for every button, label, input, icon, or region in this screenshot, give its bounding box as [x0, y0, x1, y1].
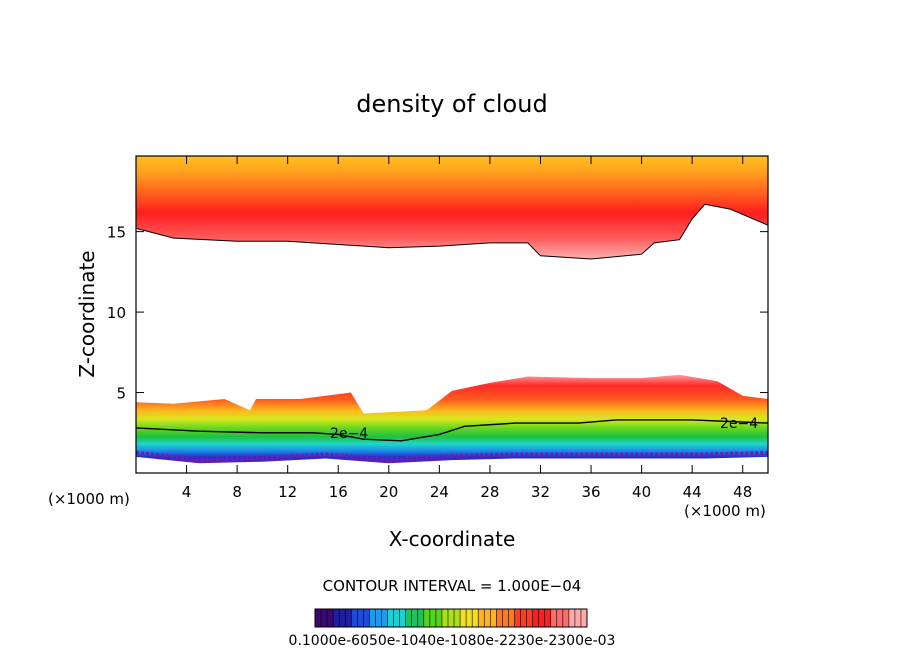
colorbar-segment	[417, 609, 425, 627]
colorbar-segment	[339, 609, 346, 627]
colorbar-segment	[556, 609, 564, 627]
x-tick-label: 32	[531, 483, 550, 501]
colorbar-segment	[381, 609, 388, 627]
colorbar-segment	[454, 609, 461, 627]
lower-cloud-layer	[136, 374, 768, 464]
colorbar-segment	[399, 609, 406, 627]
colorbar-segment	[580, 609, 588, 627]
contour-2e-4	[136, 419, 768, 442]
colorbar-segment	[393, 609, 400, 627]
colorbar-segment	[375, 609, 382, 627]
chart-title: density of cloud	[356, 90, 547, 118]
contour-label-2: 2e−4	[720, 416, 758, 432]
colorbar-segment	[357, 609, 364, 627]
colorbar-segment	[315, 609, 322, 627]
contour-interval: CONTOUR INTERVAL = 1.000E−04	[323, 577, 582, 595]
colorbar-segment	[411, 609, 419, 627]
colorbar-segment	[363, 609, 370, 627]
colorbar-segment	[435, 609, 443, 627]
colorbar-segment	[502, 609, 509, 627]
x-tick-label: 36	[581, 483, 600, 501]
x-axis-label: X-coordinate	[389, 527, 516, 551]
colorbar-segment	[423, 609, 431, 627]
lower-layer-purple-edge	[136, 450, 768, 462]
colorbar-segment	[496, 609, 503, 627]
colorbar-segment	[526, 609, 533, 627]
colorbar-segment	[472, 609, 479, 627]
x-tick-label: 12	[278, 483, 297, 501]
x-tick-label: 24	[430, 483, 449, 501]
x-tick-label: 44	[683, 483, 702, 501]
colorbar-segment	[484, 609, 491, 627]
y-tick-label: 5	[116, 385, 126, 403]
x-tick-label: 28	[480, 483, 499, 501]
colorbar-frame	[314, 608, 588, 628]
colorbar-segment	[544, 609, 552, 627]
colorbar-segment	[532, 609, 539, 627]
colorbar-labels: 0.1000e-6050e-1040e-1080e-2230e-2300e-03	[289, 633, 616, 649]
colorbar-segment	[478, 609, 485, 627]
colorbar-segment	[514, 609, 521, 627]
colorbar-segment	[327, 609, 334, 627]
x-tick-label: 40	[632, 483, 651, 501]
colorbar-segment	[447, 609, 455, 627]
colorbar-segment	[466, 609, 473, 627]
x-unit-right: (×1000 m)	[684, 502, 766, 520]
colorbar-segment	[562, 609, 570, 627]
x-unit-left: (×1000 m)	[48, 490, 130, 508]
colorbar-segment	[441, 609, 449, 627]
y-axis-label: Z-coordinate	[75, 250, 99, 377]
colorbar-segment	[333, 609, 340, 627]
colorbar-segment	[574, 609, 582, 627]
y-tick-label: 10	[107, 304, 126, 322]
contour-label-1: 2e−4	[330, 426, 368, 442]
colorbar-segment	[550, 609, 558, 627]
x-axis-ticks: 4 8 12 16 20 24 28 32 36 40 44 48	[182, 156, 752, 501]
colorbar-segment	[405, 609, 413, 627]
x-tick-label: 8	[232, 483, 242, 501]
x-tick-label: 4	[182, 483, 192, 501]
y-tick-label: 15	[107, 224, 126, 242]
colorbar-segment	[490, 609, 497, 627]
colorbar-segment	[429, 609, 437, 627]
upper-layer-contour	[136, 203, 768, 260]
colorbar-segment	[345, 609, 352, 627]
colorbar-segment	[387, 609, 394, 627]
x-tick-label: 48	[733, 483, 752, 501]
colorbar-segment	[508, 609, 515, 627]
plot-frame	[135, 155, 769, 474]
x-tick-label: 16	[329, 483, 348, 501]
y-axis-ticks: 5 10 15	[107, 224, 768, 403]
upper-cloud-layer	[136, 156, 768, 259]
colorbar-segment	[520, 609, 527, 627]
colorbar-segment	[351, 609, 358, 627]
colorbar-segment	[538, 609, 545, 627]
x-tick-label: 20	[379, 483, 398, 501]
colorbar-segment	[369, 609, 376, 627]
colorbar	[314, 609, 588, 627]
colorbar-segment	[568, 609, 576, 627]
colorbar-segment	[460, 609, 467, 627]
colorbar-segment	[321, 609, 328, 627]
